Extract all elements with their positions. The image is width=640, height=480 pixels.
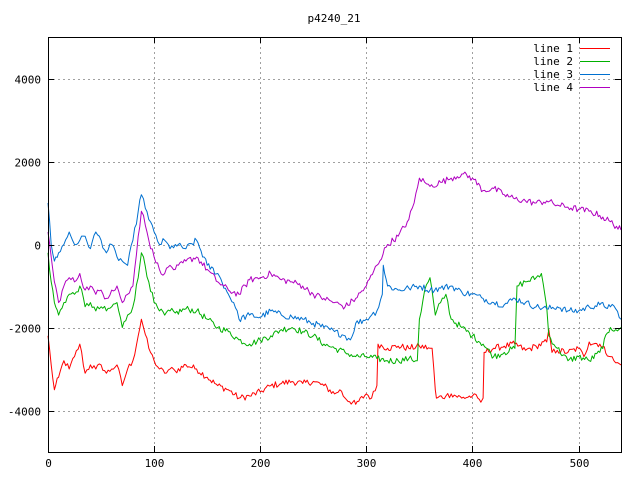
series-line: [47, 252, 622, 365]
legend-label: line 2: [533, 55, 573, 68]
series-line: [47, 194, 622, 341]
x-tick-label: 300: [357, 457, 377, 470]
y-tick-label: 0: [34, 240, 41, 253]
plot-series: [47, 171, 622, 405]
x-tick-label: 100: [145, 457, 165, 470]
axis-ticks: 0 100 200 300 400 500 -4000 -2000 0 2000 4000: [8, 37, 621, 470]
x-tick-label: 500: [570, 457, 590, 470]
y-tick-label: -4000: [8, 406, 41, 419]
legend-label: line 4: [533, 81, 573, 94]
series-line: [47, 171, 622, 310]
y-tick-label: 4000: [15, 74, 42, 87]
x-tick-label: 400: [463, 457, 483, 470]
y-tick-label: 2000: [15, 157, 42, 170]
series-line: [47, 318, 622, 405]
x-tick-label: 200: [251, 457, 271, 470]
legend-label: line 3: [533, 68, 573, 81]
x-tick-label: 0: [45, 457, 52, 470]
grid: [48, 37, 621, 452]
y-tick-label: -2000: [8, 323, 41, 336]
legend-label: line 1: [533, 42, 573, 55]
chart-title: p4240_21: [308, 12, 361, 25]
